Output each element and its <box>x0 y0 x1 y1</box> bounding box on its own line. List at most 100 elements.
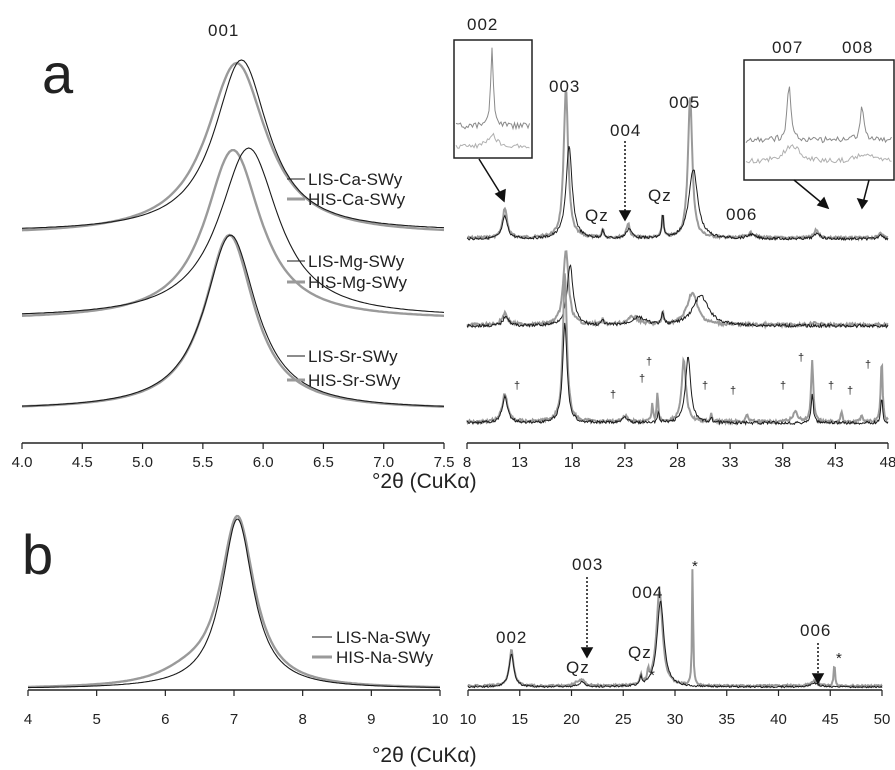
dagger-mark: † <box>730 385 736 397</box>
series-lis-ca-xrd <box>466 145 889 241</box>
x-tick-label: 30 <box>667 711 684 728</box>
peak-001-label: 001 <box>208 21 239 40</box>
x-tick-label: 9 <box>367 711 375 728</box>
series-lis-2 <box>21 234 445 407</box>
series-his-1 <box>21 149 445 317</box>
series-his-0 <box>21 61 445 232</box>
x-tick-label: 7.0 <box>373 454 394 471</box>
legend-label-his-sr: HIS-Sr-SWy <box>308 371 401 390</box>
x-tick-label: 6.5 <box>313 454 334 471</box>
dagger-mark: † <box>847 385 853 397</box>
peak-006-label: 006 <box>726 205 757 224</box>
legend-label-his-ca: HIS-Ca-SWy <box>308 190 406 209</box>
inset-002-his <box>455 47 530 131</box>
legend-label-his-mg: HIS-Mg-SWy <box>308 273 408 292</box>
arrow-007-head <box>816 196 830 210</box>
x-tick-label: 5.0 <box>132 454 153 471</box>
legend-label-his-na: HIS-Na-SWy <box>336 648 434 667</box>
x-tick-label: 28 <box>669 454 686 471</box>
dagger-mark: † <box>702 380 708 392</box>
x-tick-label: 8 <box>298 711 306 728</box>
series-lis-na-xrd <box>467 600 883 689</box>
arrow-b-003-head <box>580 647 594 659</box>
qz-b-label-1: Qz <box>566 658 590 677</box>
x-tick-label: 10 <box>432 711 449 728</box>
inset-078-his <box>745 86 892 144</box>
x-tick-label: 35 <box>718 711 735 728</box>
panel-b-left-curves <box>28 514 440 689</box>
peak-007-label: 007 <box>772 38 803 57</box>
dagger-mark: † <box>865 359 871 371</box>
arrow-002-head <box>494 188 506 203</box>
x-tick-label: 20 <box>563 711 580 728</box>
series-lis-1 <box>21 147 445 315</box>
dagger-marks: † † † † † † † † † † † <box>514 352 871 401</box>
series-lis-na <box>28 518 440 689</box>
peak-b-003-label: 003 <box>572 555 603 574</box>
inset-078-lis <box>745 144 892 165</box>
x-tick-label: 45 <box>822 711 839 728</box>
peak-004-label: 004 <box>610 121 641 140</box>
arrow-008-head <box>856 197 869 210</box>
panel-b-xlabel: °2θ (CuKα) <box>372 744 477 767</box>
peak-b-006-label: 006 <box>800 621 831 640</box>
x-tick-label: 48 <box>880 454 895 471</box>
annotation-arrows-a <box>478 141 870 222</box>
star-mark-1: * <box>692 558 698 575</box>
panel-a-label: a <box>42 42 74 105</box>
legend-label-lis-na: LIS-Na-SWy <box>336 628 431 647</box>
panel-a-ticks: 4.0 4.5 5.0 5.5 6.0 6.5 7.0 7.5 8 13 18 23 28 33 38 43 4… <box>12 443 895 471</box>
x-tick-label: 5.5 <box>192 454 213 471</box>
inset-002-curves <box>455 47 530 150</box>
x-tick-label: 10 <box>460 711 477 728</box>
panel-a-left-curves <box>21 59 445 408</box>
legend-sr: LIS-Sr-SWy HIS-Sr-SWy <box>287 347 401 390</box>
series-lis-sr-xrd <box>466 322 889 426</box>
peak-b-002-label: 002 <box>496 628 527 647</box>
series-his-sr-xrd <box>466 273 889 426</box>
dagger-mark: † <box>828 380 834 392</box>
arrow-008 <box>862 179 870 204</box>
dagger-mark: † <box>780 380 786 392</box>
legend-ca: LIS-Ca-SWy HIS-Ca-SWy <box>287 170 406 209</box>
peak-005-label: 005 <box>669 93 700 112</box>
dagger-mark: † <box>646 356 652 368</box>
series-his-na <box>28 514 440 689</box>
peak-003-label: 003 <box>549 77 580 96</box>
peak-b-004-label: 004 <box>632 583 663 602</box>
arrow-002 <box>478 158 503 197</box>
qz-label-2: Qz <box>648 186 672 205</box>
x-tick-label: 4.5 <box>72 454 93 471</box>
panel-a-right-curves <box>466 91 889 426</box>
dagger-mark: † <box>514 380 520 392</box>
x-tick-label: 33 <box>722 454 739 471</box>
inset-002-lis <box>455 132 530 150</box>
legend-mg: LIS-Mg-SWy HIS-Mg-SWy <box>287 252 408 292</box>
x-tick-label: 6 <box>161 711 169 728</box>
legend-na: LIS-Na-SWy HIS-Na-SWy <box>312 628 434 667</box>
panel-b-label: b <box>22 523 53 586</box>
legend-label-lis-mg: LIS-Mg-SWy <box>308 252 405 271</box>
series-his-mg-xrd <box>466 250 889 330</box>
x-tick-label: 25 <box>615 711 632 728</box>
inset-002-box <box>453 39 533 159</box>
dagger-mark: † <box>610 389 616 401</box>
panel-a-xlabel: °2θ (CuKα) <box>372 470 477 493</box>
peak-002-label: 002 <box>467 15 498 34</box>
arrow-004-head <box>618 210 632 222</box>
dagger-mark: † <box>798 352 804 364</box>
x-tick-label: 40 <box>770 711 787 728</box>
inset-007-008-box <box>743 59 895 181</box>
qz-label-1: Qz <box>585 206 609 225</box>
x-tick-label: 5 <box>92 711 100 728</box>
inset-007-008-curves <box>745 86 892 165</box>
x-tick-label: 38 <box>774 454 791 471</box>
x-tick-label: 13 <box>511 454 528 471</box>
x-tick-label: 4.0 <box>12 454 33 471</box>
panel-b-ticks: 4 5 6 7 8 9 10 10 15 20 25 30 35 40 45 50 <box>24 690 890 728</box>
x-tick-label: 23 <box>617 454 634 471</box>
x-tick-label: 6.0 <box>253 454 274 471</box>
annotation-arrows-b <box>580 577 825 685</box>
legend-label-lis-ca: LIS-Ca-SWy <box>308 170 403 189</box>
